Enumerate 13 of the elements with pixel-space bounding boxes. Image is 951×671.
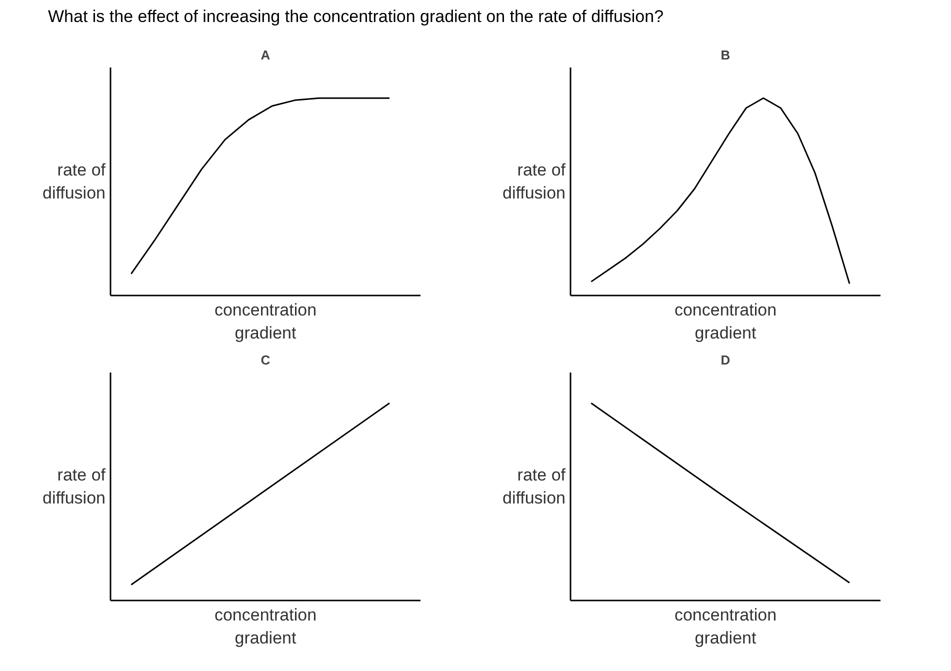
- chart-title: A: [260, 48, 271, 62]
- text: What is the effect of increasing the concentration gradient on the rate of diffusion?: [48, 6, 664, 28]
- x-axis-title: concentration gradient: [214, 300, 317, 342]
- y-axis-title: rate of diffusion: [42, 160, 106, 202]
- chart-title: B: [720, 48, 730, 62]
- chart-title: C: [260, 352, 271, 368]
- x-axis-title: concentration gradient: [674, 606, 777, 648]
- y-axis-title: rate of diffusion: [502, 466, 566, 508]
- x-axis-title: concentration gradient: [674, 300, 777, 342]
- y-axis-title: rate of diffusion: [502, 160, 566, 202]
- x-axis-title: concentration gradient: [214, 606, 317, 648]
- chart-title: D: [720, 352, 730, 368]
- y-axis-title: rate of diffusion: [42, 466, 106, 508]
